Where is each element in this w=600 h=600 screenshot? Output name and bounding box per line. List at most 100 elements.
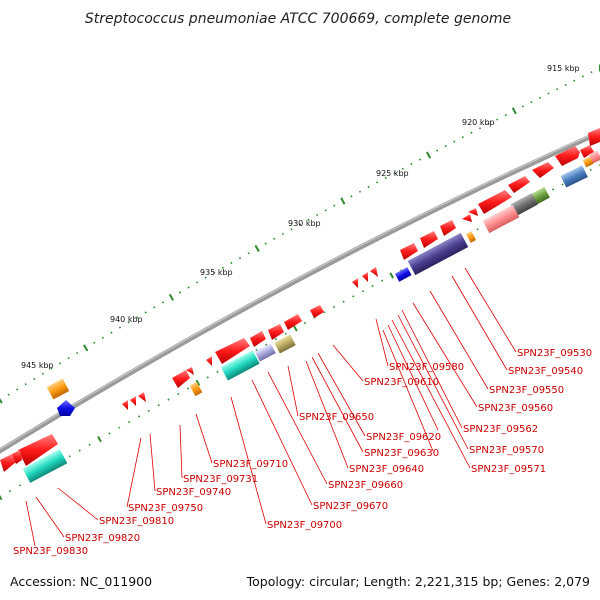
cds-arrow: [478, 190, 512, 214]
cds-arrow: [508, 176, 530, 193]
gene-label: SPN23F_09560: [478, 403, 553, 414]
outer-tick-ring: [0, 64, 600, 404]
cds-arrow: [352, 278, 358, 288]
gene-label: SPN23F_09530: [517, 348, 592, 359]
gene-label: SPN23F_09562: [463, 424, 538, 435]
cds-arrow: [580, 145, 594, 158]
tick-mark: [284, 332, 287, 335]
tick-mark: [453, 140, 456, 143]
cds-arrow: [0, 454, 16, 472]
gene-label: SPN23F_09700: [267, 520, 342, 531]
tick-mark: [157, 404, 160, 407]
tick-mark: [8, 490, 12, 493]
tick-mark: [444, 145, 447, 148]
cds-arrow: [130, 396, 136, 406]
gene-labels: SPN23F_09530 SPN23F_09540 SPN23F_09550 S…: [13, 348, 592, 557]
tick-mark: [401, 167, 404, 170]
cds-arrow: [440, 220, 456, 236]
kbp-labels: 915 kbp 920 kbp 925 kbp 930 kbp 935 kbp …: [21, 64, 580, 370]
tick-mark: [461, 136, 464, 139]
gene-label: SPN23F_09640: [349, 464, 424, 475]
gene-orange-945: [46, 378, 70, 400]
tick-mark: [58, 362, 62, 365]
tick-mark: [136, 316, 139, 319]
kbp-label-925: 925 kbp: [376, 169, 409, 178]
tick-mark: [589, 168, 592, 171]
tick-mark: [41, 372, 44, 375]
cds-arrow: [532, 162, 554, 178]
cds-arrow: [370, 267, 378, 277]
tick-mark: [110, 331, 113, 334]
gene-label: SPN23F_09571: [471, 464, 546, 475]
tick-mark: [293, 325, 298, 332]
gene-box-steel: [560, 165, 588, 188]
genome-summary-text: Topology: circular; Length: 2,221,315 bp…: [246, 574, 590, 589]
tick-mark: [384, 176, 387, 179]
tick-mark: [556, 88, 559, 91]
tick-mark: [496, 118, 499, 121]
tick-mark: [521, 105, 524, 108]
tick-mark: [83, 344, 89, 352]
tick-mark: [68, 455, 71, 458]
tick-mark: [298, 223, 302, 226]
tick-mark: [410, 163, 413, 166]
tick-mark: [487, 122, 490, 125]
label-leader-lines: [25, 267, 517, 547]
tick-mark: [564, 83, 567, 86]
gene-box-blue: [394, 267, 412, 282]
cds-arrow: [268, 324, 284, 340]
cds-arrow: [284, 314, 302, 330]
tick-mark: [367, 185, 370, 189]
tick-mark: [573, 79, 576, 82]
tick-mark: [290, 228, 293, 231]
tick-mark: [426, 151, 432, 159]
genome-backbone-highlight: [0, 130, 600, 451]
kbp-label-945: 945 kbp: [21, 361, 54, 370]
tick-mark: [16, 388, 19, 391]
tick-mark: [128, 421, 131, 424]
tick-mark: [352, 295, 355, 298]
tick-mark: [538, 96, 542, 99]
tick-mark: [137, 415, 141, 418]
tick-mark: [393, 172, 396, 175]
tick-mark: [93, 341, 96, 344]
gene-label: SPN23F_09570: [469, 445, 544, 456]
tick-mark: [178, 291, 182, 294]
cds-arrow: [400, 243, 418, 260]
gene-label: SPN23F_09610: [364, 377, 439, 388]
gene-label: SPN23F_09830: [13, 546, 88, 557]
tick-mark: [216, 370, 219, 373]
kbp-label-935: 935 kbp: [200, 268, 233, 277]
tick-mark: [389, 272, 394, 279]
cds-arrow: [250, 331, 266, 347]
tick-mark: [33, 377, 36, 381]
gene-label: SPN23F_09580: [389, 362, 464, 373]
kbp-label-930: 930 kbp: [288, 219, 321, 228]
tick-mark: [167, 398, 170, 401]
gene-label: SPN23F_09630: [364, 448, 439, 459]
gene-box-pink-large: [482, 204, 520, 234]
tick-mark: [476, 228, 479, 231]
tick-mark: [436, 149, 439, 152]
accession-text: Accession: NC_011900: [10, 574, 152, 589]
tick-mark: [281, 232, 284, 236]
tick-mark: [511, 107, 517, 115]
tick-mark: [350, 195, 353, 198]
gene-label: SPN23F_09670: [313, 501, 388, 512]
gene-label: SPN23F_09731: [183, 474, 258, 485]
tick-mark: [161, 301, 164, 304]
tick-mark: [127, 321, 130, 324]
tick-mark: [206, 376, 209, 379]
tick-mark: [316, 213, 319, 217]
gene-label: SPN23F_09810: [99, 516, 174, 527]
tick-mark: [101, 336, 104, 339]
tick-mark: [0, 398, 3, 404]
tick-mark: [470, 131, 473, 134]
tick-mark: [88, 443, 91, 446]
gene-blue-945: [57, 400, 75, 416]
gene-label: SPN23F_09750: [128, 503, 203, 514]
tick-mark: [323, 311, 326, 314]
tick-mark: [361, 290, 364, 293]
tick-mark: [196, 281, 199, 284]
